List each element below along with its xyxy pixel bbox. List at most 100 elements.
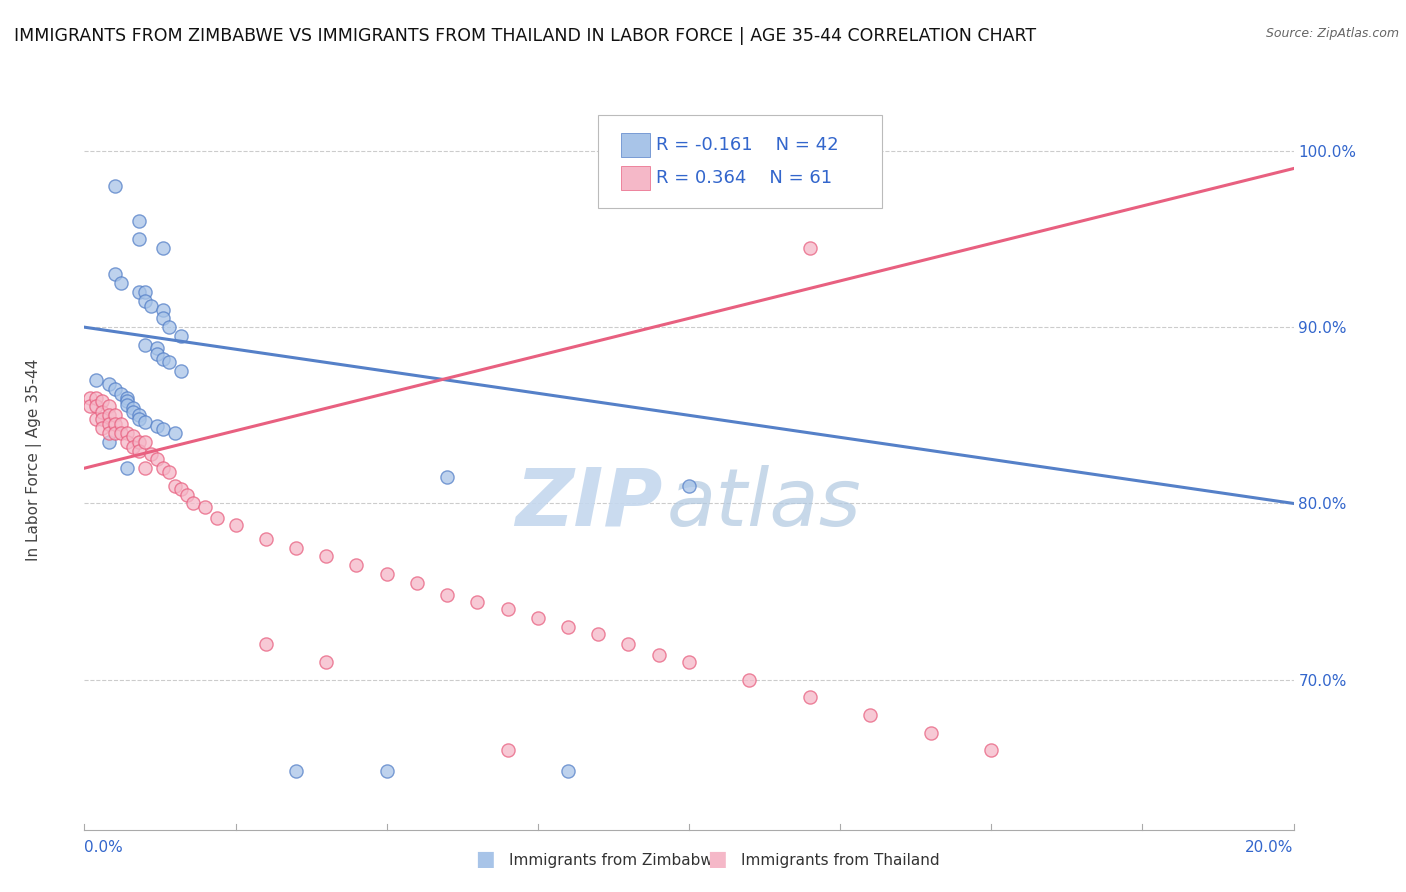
Text: ZIP: ZIP [515, 465, 662, 543]
Point [146, 452, 169, 467]
Point [648, 648, 671, 662]
Text: 0.0%: 0.0% [84, 840, 124, 855]
Point [738, 673, 761, 687]
Point [121, 405, 143, 419]
Point [315, 549, 337, 564]
Point [406, 575, 429, 590]
Point [496, 602, 519, 616]
Point [115, 394, 138, 409]
Point [152, 311, 174, 326]
Point [110, 276, 132, 290]
Point [152, 241, 174, 255]
Point [91, 412, 114, 426]
Point [134, 338, 156, 352]
Point [285, 764, 308, 779]
Point [134, 416, 156, 430]
FancyBboxPatch shape [621, 166, 650, 190]
Point [207, 510, 229, 524]
Point [110, 387, 132, 401]
Text: Immigrants from Thailand: Immigrants from Thailand [741, 854, 939, 868]
Point [799, 690, 821, 705]
Point [115, 391, 138, 405]
Point [97, 425, 120, 440]
Point [254, 638, 277, 652]
Point [436, 470, 458, 484]
Point [157, 465, 180, 479]
Point [436, 588, 458, 602]
Point [980, 743, 1002, 757]
Point [346, 558, 368, 573]
Point [91, 405, 114, 419]
Point [375, 764, 398, 779]
Point [115, 425, 138, 440]
Text: Immigrants from Zimbabwe: Immigrants from Zimbabwe [509, 854, 723, 868]
Point [128, 285, 150, 299]
Point [128, 214, 150, 228]
Point [97, 400, 120, 414]
Point [110, 417, 132, 431]
Point [152, 422, 174, 436]
Point [170, 329, 193, 343]
Point [104, 382, 127, 396]
Point [557, 764, 579, 779]
Text: ■: ■ [475, 849, 495, 869]
Point [115, 461, 138, 475]
Point [225, 517, 247, 532]
Point [157, 355, 180, 369]
Point [181, 496, 204, 510]
Point [128, 443, 150, 458]
Point [128, 412, 150, 426]
Point [128, 232, 150, 246]
FancyBboxPatch shape [621, 133, 650, 157]
Point [146, 418, 169, 433]
Point [110, 425, 132, 440]
Point [152, 351, 174, 366]
Point [617, 638, 640, 652]
Text: 20.0%: 20.0% [1246, 840, 1294, 855]
Point [467, 595, 489, 609]
Point [170, 483, 193, 497]
Point [146, 341, 169, 355]
Point [79, 391, 101, 405]
Point [139, 299, 162, 313]
Point [97, 409, 120, 423]
FancyBboxPatch shape [599, 115, 883, 208]
Point [104, 409, 127, 423]
Point [920, 725, 942, 739]
Text: R = 0.364    N = 61: R = 0.364 N = 61 [657, 169, 832, 187]
Point [104, 179, 127, 194]
Point [121, 401, 143, 416]
Point [139, 447, 162, 461]
Point [79, 400, 101, 414]
Point [104, 267, 127, 281]
Point [557, 620, 579, 634]
Point [104, 417, 127, 431]
Point [254, 532, 277, 546]
Point [128, 409, 150, 423]
Point [86, 391, 108, 405]
Point [194, 500, 217, 514]
Point [104, 425, 127, 440]
Point [170, 364, 193, 378]
Point [152, 461, 174, 475]
Point [152, 302, 174, 317]
Point [97, 376, 120, 391]
Point [157, 320, 180, 334]
Point [134, 434, 156, 449]
Point [97, 434, 120, 449]
Point [121, 440, 143, 454]
Text: IMMIGRANTS FROM ZIMBABWE VS IMMIGRANTS FROM THAILAND IN LABOR FORCE | AGE 35-44 : IMMIGRANTS FROM ZIMBABWE VS IMMIGRANTS F… [14, 27, 1036, 45]
Point [285, 541, 308, 555]
Text: Source: ZipAtlas.com: Source: ZipAtlas.com [1265, 27, 1399, 40]
Point [128, 434, 150, 449]
Point [678, 479, 700, 493]
Point [121, 429, 143, 443]
Point [134, 293, 156, 308]
Point [165, 425, 187, 440]
Text: ■: ■ [707, 849, 727, 869]
Point [678, 655, 700, 669]
Point [496, 743, 519, 757]
Text: R = -0.161    N = 42: R = -0.161 N = 42 [657, 136, 839, 153]
Point [176, 488, 198, 502]
Point [146, 346, 169, 360]
